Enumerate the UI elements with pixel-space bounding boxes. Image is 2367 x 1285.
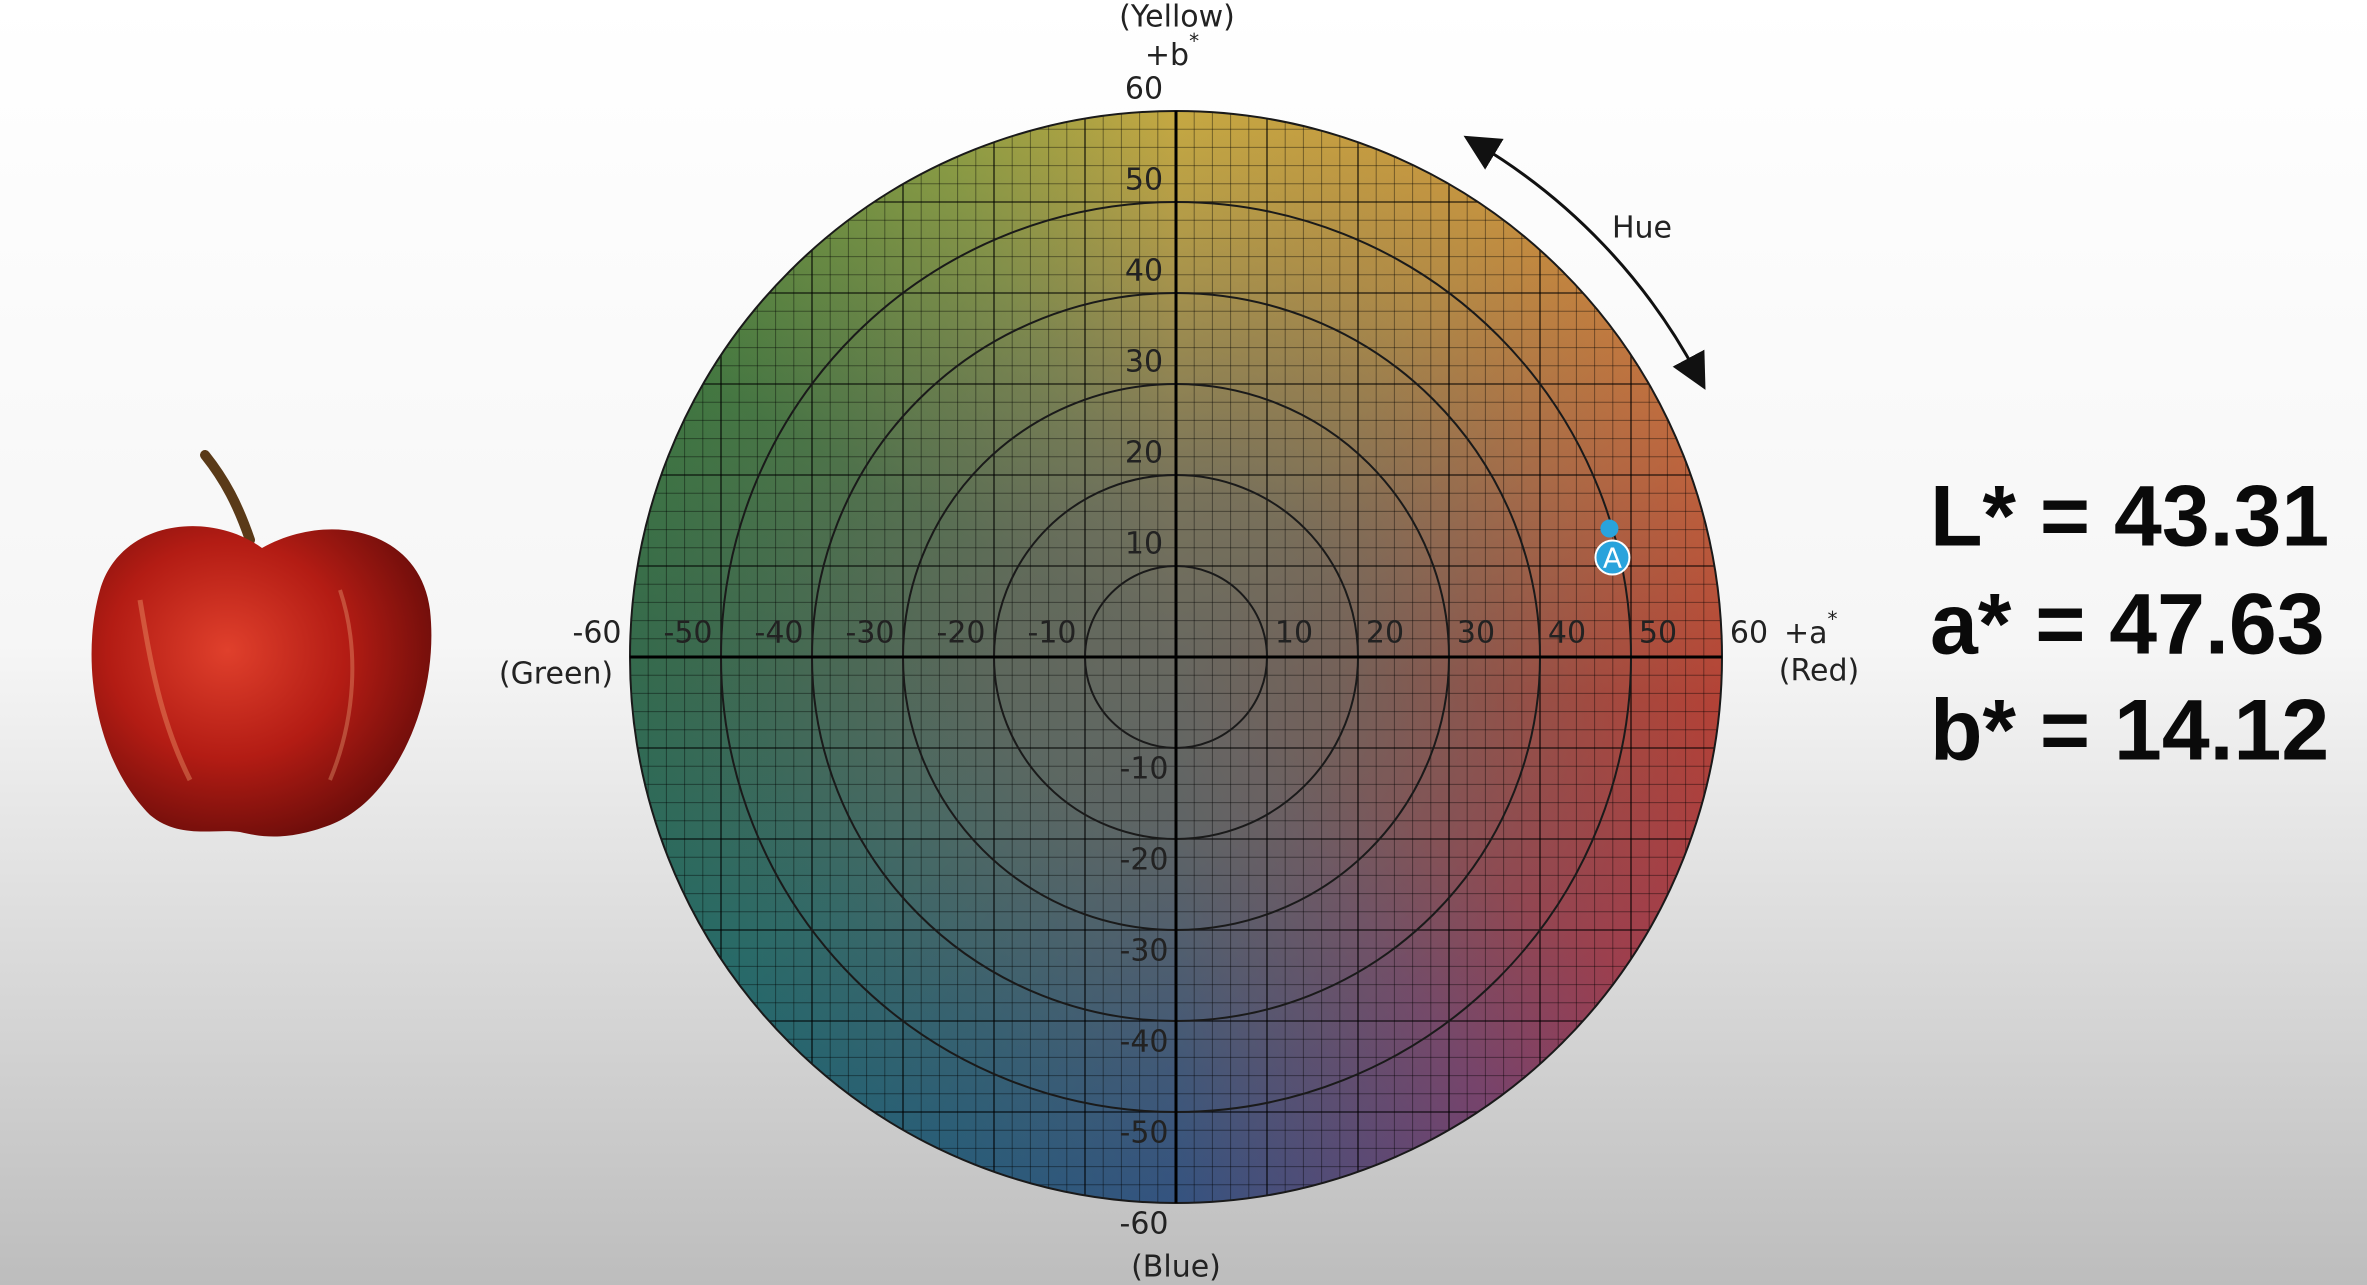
x-tick-label: 20 bbox=[1366, 616, 1404, 651]
apple bbox=[91, 450, 432, 837]
green-label: (Green) bbox=[499, 657, 613, 692]
x-tick-label: -20 bbox=[937, 616, 986, 651]
y-tick-label: -50 bbox=[1120, 1116, 1169, 1151]
y-tick-label: -30 bbox=[1120, 934, 1169, 969]
yellow-label: (Yellow) bbox=[1119, 0, 1235, 35]
b-axis-label: +b* bbox=[1145, 29, 1199, 73]
y-tick-label: 50 bbox=[1125, 163, 1163, 198]
y-tick-label: 20 bbox=[1125, 436, 1163, 471]
y-tick-label: -20 bbox=[1120, 843, 1169, 878]
y-tick-label: -60 bbox=[1120, 1207, 1169, 1242]
x-tick-label: 60 bbox=[1730, 616, 1768, 651]
y-tick-label: -10 bbox=[1120, 752, 1169, 787]
l-value: L* = 43.31 bbox=[1930, 469, 2329, 565]
point-label: A bbox=[1603, 542, 1622, 575]
x-tick-label: -30 bbox=[846, 616, 895, 651]
x-tick-label: -40 bbox=[755, 616, 804, 651]
blue-label: (Blue) bbox=[1131, 1250, 1221, 1285]
x-tick-label: 10 bbox=[1275, 616, 1313, 651]
y-tick-label: 30 bbox=[1125, 345, 1163, 380]
x-tick-label: 50 bbox=[1639, 616, 1677, 651]
x-tick-label: -10 bbox=[1028, 616, 1077, 651]
x-tick-label: 40 bbox=[1548, 616, 1586, 651]
x-tick-label: -60 bbox=[573, 616, 622, 651]
b-value: b* = 14.12 bbox=[1930, 683, 2329, 779]
red-label: (Red) bbox=[1779, 654, 1859, 689]
x-tick-label: -50 bbox=[664, 616, 713, 651]
y-tick-label: 40 bbox=[1125, 254, 1163, 289]
y-tick-label: 60 bbox=[1125, 72, 1163, 107]
sample-point bbox=[1600, 519, 1619, 538]
y-tick-label: -40 bbox=[1120, 1025, 1169, 1060]
hue-label: Hue bbox=[1612, 211, 1672, 246]
y-tick-label: 10 bbox=[1125, 527, 1163, 562]
readout: L* = 43.31 a* = 47.63 b* = 14.12 bbox=[1930, 469, 2329, 779]
a-axis-label: +a* bbox=[1784, 607, 1838, 651]
a-value: a* = 47.63 bbox=[1930, 577, 2325, 673]
overlay: -60 -60 -50 -50 -40 -40 -30 -30 -20 -20 -10 -10 10 10… bbox=[573, 72, 1769, 1242]
x-tick-label: 30 bbox=[1457, 616, 1495, 651]
point-badge bbox=[1594, 539, 1631, 576]
hue-arrow bbox=[1463, 135, 1706, 390]
